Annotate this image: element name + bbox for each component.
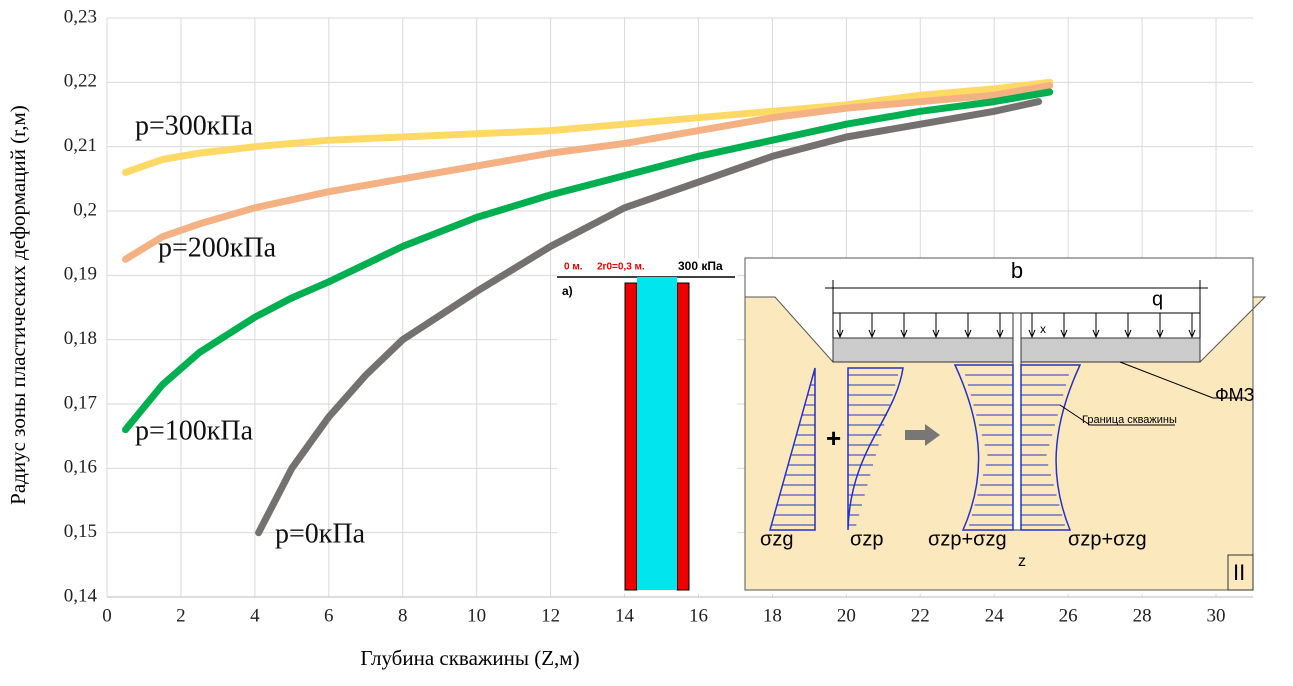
annotations: p=300кПа p=200кПа p=100кПа p=0кПа xyxy=(135,110,366,549)
y-tick-label: 0,19 xyxy=(64,264,97,285)
z-label: z xyxy=(1018,553,1026,570)
x-tick-label: 6 xyxy=(324,605,334,626)
x-tick-label: 0 xyxy=(102,605,112,626)
y-tick-label: 0,2 xyxy=(73,199,97,220)
sigma-zg: σzg xyxy=(760,528,793,550)
y-tick-label: 0,16 xyxy=(64,457,97,478)
foundation-label: ФМЗ xyxy=(1215,385,1255,405)
boundary-label: Граница скважины xyxy=(1082,414,1177,426)
chart: Глубина скважины (Z,м) Радиус зоны пласт… xyxy=(0,0,1293,681)
y-tick-label: 0,21 xyxy=(64,135,97,156)
y-tick-label: 0,15 xyxy=(64,521,97,542)
y-tick-label: 0,23 xyxy=(64,6,97,27)
case-label: II xyxy=(1233,560,1245,585)
borehole xyxy=(637,277,677,590)
series-label: p=200кПа xyxy=(158,232,277,263)
x-tick-label: 4 xyxy=(250,605,260,626)
x-tick-label: 20 xyxy=(837,605,856,626)
x-tick-label: 2 xyxy=(176,605,186,626)
inset-label: а) xyxy=(562,284,573,298)
x-tick-label: 24 xyxy=(985,605,1005,626)
x-tick-label: 30 xyxy=(1207,605,1226,626)
series-label: p=300кПа xyxy=(135,110,254,141)
borehole xyxy=(1013,313,1021,530)
depth-label: 0 м. xyxy=(564,262,583,273)
sigma-sum: σzp+σzg xyxy=(1068,528,1147,550)
x-axis-label: Глубина скважины (Z,м) xyxy=(360,646,579,670)
y-tick-label: 0,18 xyxy=(64,328,97,349)
plus: + xyxy=(826,423,841,453)
x-tick-label: 18 xyxy=(763,605,782,626)
sigma-zp: σzp xyxy=(850,528,883,550)
diameter-label: 2r0=0,3 м. xyxy=(597,262,645,273)
load-label: q xyxy=(1152,288,1163,310)
series-label: p=0кПа xyxy=(275,518,366,549)
x-tick-label: 10 xyxy=(467,605,486,626)
y-axis-label: Радиус зоны пластических деформаций (r,м… xyxy=(6,105,30,505)
series-label: p=100кПа xyxy=(135,415,254,446)
y-tick-label: 0,17 xyxy=(64,392,97,413)
y-tick-label: 0,14 xyxy=(64,585,98,606)
inset-a: 0 м. 2r0=0,3 м. 300 кПа а) xyxy=(557,258,737,594)
x-tick-label: 28 xyxy=(1133,605,1152,626)
plastic-zone xyxy=(625,283,637,590)
sigma-sum: σzp+σzg xyxy=(928,528,1007,550)
x-tick-label: 26 xyxy=(1059,605,1078,626)
width-label: b xyxy=(1011,258,1023,283)
y-tick-label: 0,22 xyxy=(64,71,97,92)
x-tick-label: 12 xyxy=(541,605,560,626)
offset-label: x xyxy=(1040,322,1046,336)
pressure-label: 300 кПа xyxy=(678,259,723,273)
x-tick-label: 14 xyxy=(615,605,635,626)
x-tick-label: 16 xyxy=(689,605,708,626)
inset-b: b q x + ФМЗ Граница скважины σzg σzp σzp… xyxy=(745,258,1265,594)
x-tick-label: 8 xyxy=(398,605,408,626)
plastic-zone xyxy=(677,283,689,590)
x-tick-label: 22 xyxy=(911,605,930,626)
